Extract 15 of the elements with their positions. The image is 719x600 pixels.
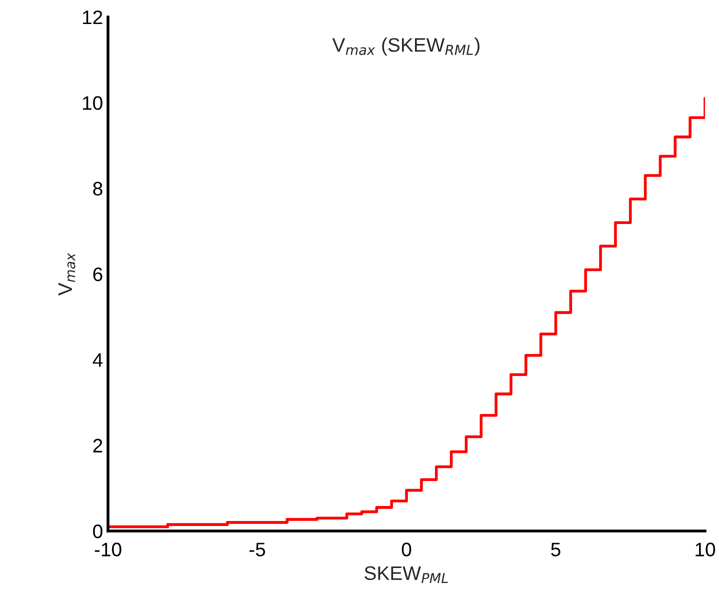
- y-tick-label: 10: [82, 96, 102, 110]
- y-tick-label: 2: [93, 438, 102, 452]
- y-tick-label: 8: [93, 182, 102, 196]
- x-axis-title: SKEW$_{PML}$: [364, 566, 448, 584]
- text: V$_{max}$ (SKEW$_{RML}$): [332, 38, 480, 56]
- x-tick-label: 10: [696, 542, 716, 556]
- y-tick-label: 6: [93, 267, 102, 282]
- x-tick-label: 5: [551, 542, 560, 556]
- x-tick-label: -5: [249, 542, 266, 556]
- y-tick-label: 12: [82, 10, 102, 24]
- y-tick-label: 4: [92, 353, 103, 367]
- x-tick-label: 0: [402, 542, 412, 556]
- x-tick-label: -10: [94, 542, 122, 556]
- y-axis-title: V$_{max}$: [58, 252, 76, 296]
- y-tick-label: 0: [93, 524, 102, 538]
